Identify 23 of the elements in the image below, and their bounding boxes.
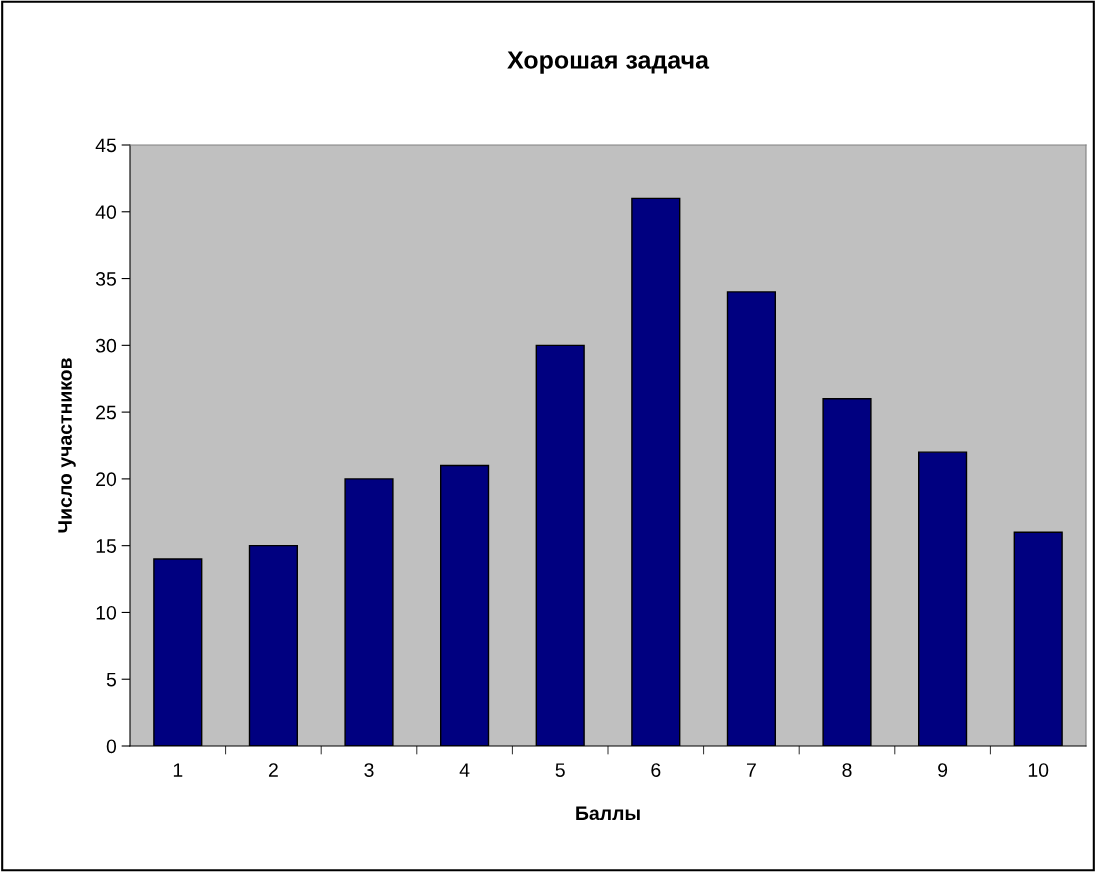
y-tick-label: 0 [106, 739, 117, 754]
y-tick-label: 45 [95, 138, 116, 153]
y-tick-label: 25 [96, 405, 116, 420]
x-tick-label: 3 [364, 763, 374, 777]
y-tick-label: 35 [95, 272, 116, 286]
x-tick-label: 2 [268, 763, 278, 777]
x-axis-title: Баллы [576, 806, 640, 821]
y-tick-label: 5 [106, 672, 116, 687]
x-tick-label: 10 [1028, 763, 1049, 777]
chart-title: Хорошая задача [507, 51, 710, 74]
x-tick-label: 4 [459, 763, 470, 777]
y-tick-label: 20 [96, 472, 117, 487]
y-tick-label: 30 [95, 338, 117, 353]
y-tick-label: 40 [95, 205, 117, 220]
x-tick-label: 5 [555, 763, 565, 777]
y-tick-label: 15 [96, 539, 116, 553]
y-tick-label: 10 [96, 605, 117, 620]
y-axis-title: Число участников [58, 358, 76, 533]
x-tick-label: 8 [842, 763, 852, 777]
x-tick-label: 6 [651, 763, 661, 777]
x-tick-label: 9 [938, 763, 948, 777]
x-tick-label: 1 [173, 763, 183, 777]
x-tick-label: 7 [746, 763, 756, 777]
